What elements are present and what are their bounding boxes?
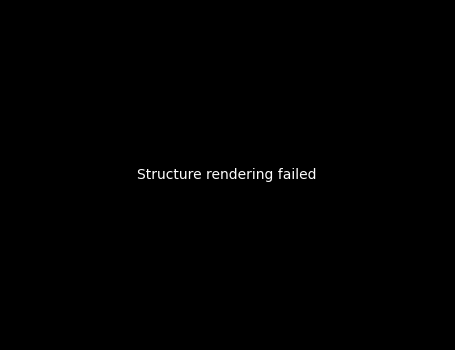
Text: Structure rendering failed: Structure rendering failed	[137, 168, 317, 182]
